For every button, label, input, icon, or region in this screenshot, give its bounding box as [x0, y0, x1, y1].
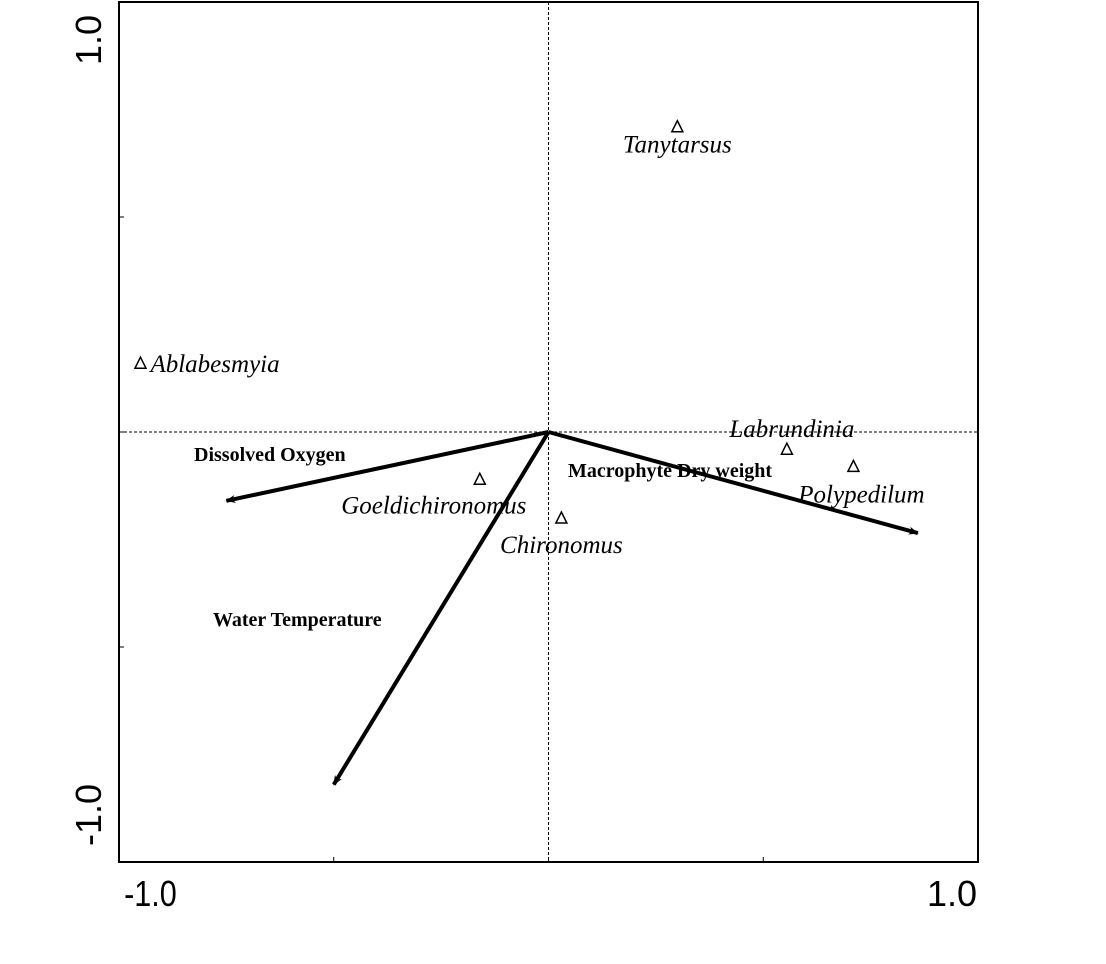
species-point-labrundinia: [780, 441, 794, 455]
species-label-chironomus: Chironomus: [500, 532, 623, 559]
species-label-labrundinia: Labrundinia: [728, 416, 854, 443]
env-label-dissolved-oxygen: Dissolved Oxygen: [194, 444, 346, 466]
species-label-polypedilum: Polypedilum: [797, 481, 924, 508]
species-label-tanytarsus: Tanytarsus: [623, 132, 732, 159]
env-arrow-water-temperature: [332, 430, 551, 786]
species-point-ablabesmyia: [133, 355, 148, 369]
env-label-macrophyte-dry-weight: Macrophyte Dry weight: [568, 460, 772, 482]
y-tick-label-min: -1.0: [68, 784, 109, 846]
env-arrow-macrophyte-dry-weight: [547, 430, 919, 535]
species-label-goeldichironomus: Goeldichironomus: [341, 492, 526, 519]
x-tick-label-min: -1.0: [124, 875, 177, 915]
species-point-chironomus: [554, 510, 569, 524]
species-point-goeldichironomus: [473, 471, 487, 486]
species-label-ablabesmyia: Ablabesmyia: [148, 351, 279, 378]
species-point-polypedilum: [846, 458, 861, 473]
species-point-tanytarsus: [670, 119, 685, 133]
env-arrow-dissolved-oxygen: [225, 430, 549, 503]
y-tick-label-max: 1.0: [68, 15, 109, 65]
env-label-water-temperature: Water Temperature: [213, 609, 382, 631]
x-tick-label-max: 1.0: [927, 873, 977, 914]
